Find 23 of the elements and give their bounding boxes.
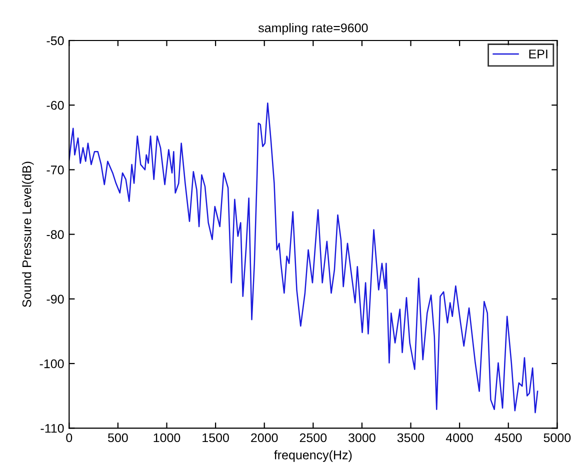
y-tick-label: -70: [46, 166, 64, 174]
y-tick-label: -90: [46, 294, 64, 304]
x-tick-label: 3000: [348, 433, 376, 442]
x-tick-label: 4000: [446, 433, 473, 442]
chart-title: sampling rate=9600: [258, 23, 368, 35]
y-tick-label: -50: [46, 36, 64, 46]
y-axis-title: Sound Pressure Level(dB): [22, 162, 34, 308]
x-tick-label: 1000: [154, 433, 180, 442]
x-tick-label: 3500: [397, 433, 424, 442]
y-tick-label: -60: [46, 100, 64, 110]
x-tick-label: 2500: [300, 433, 327, 442]
y-tick-label: -100: [40, 359, 64, 368]
legend-label: EPI: [529, 50, 548, 58]
y-tick-label: -80: [46, 230, 64, 239]
x-tick-label: 4500: [494, 433, 522, 442]
x-tick-label: 2000: [251, 433, 278, 442]
line-series: [69, 102, 538, 414]
x-tick-label: 1500: [202, 433, 229, 442]
y-tick-label: -110: [40, 424, 64, 433]
x-tick-label: 0: [66, 433, 72, 442]
x-axis-title: frequency(Hz): [274, 450, 352, 462]
x-tick-label: 500: [108, 433, 128, 442]
x-tick-label: 5000: [544, 433, 571, 442]
